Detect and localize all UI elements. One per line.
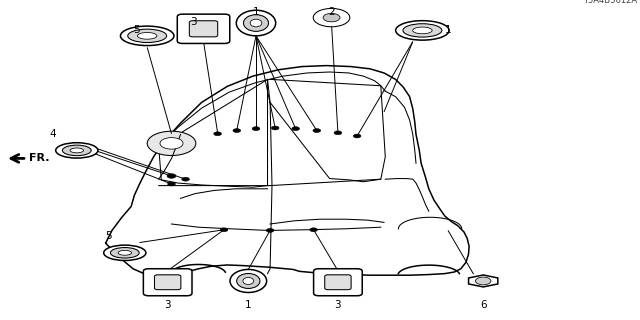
Ellipse shape (63, 145, 91, 156)
Text: T5A4B3612A: T5A4B3612A (582, 0, 637, 5)
Ellipse shape (243, 15, 269, 31)
FancyBboxPatch shape (177, 14, 230, 44)
Circle shape (233, 129, 241, 132)
Text: 2: 2 (328, 7, 335, 17)
Ellipse shape (111, 248, 140, 258)
Ellipse shape (138, 33, 157, 39)
Circle shape (476, 277, 491, 285)
Circle shape (220, 228, 228, 232)
Circle shape (292, 127, 300, 131)
Ellipse shape (396, 21, 449, 40)
Circle shape (353, 134, 361, 138)
Ellipse shape (120, 26, 174, 45)
Ellipse shape (128, 29, 166, 43)
Ellipse shape (70, 148, 83, 153)
Ellipse shape (104, 245, 146, 260)
Circle shape (167, 174, 176, 178)
Text: FR.: FR. (29, 153, 50, 164)
Circle shape (147, 131, 196, 156)
FancyBboxPatch shape (189, 21, 218, 37)
Ellipse shape (413, 27, 432, 34)
Circle shape (182, 177, 189, 181)
Ellipse shape (403, 24, 442, 37)
Text: 3: 3 (164, 300, 171, 310)
Ellipse shape (236, 10, 276, 36)
Circle shape (313, 8, 350, 27)
Text: 5: 5 (133, 25, 140, 36)
Text: 1: 1 (445, 25, 451, 36)
Circle shape (334, 131, 342, 135)
Polygon shape (468, 275, 498, 287)
Circle shape (266, 228, 274, 232)
Circle shape (313, 129, 321, 132)
Circle shape (323, 13, 340, 22)
FancyBboxPatch shape (143, 269, 192, 296)
Text: 3: 3 (335, 300, 341, 310)
Text: 5: 5 (106, 231, 112, 241)
Circle shape (252, 127, 260, 131)
FancyBboxPatch shape (314, 269, 362, 296)
FancyBboxPatch shape (324, 275, 351, 290)
Text: 4: 4 (49, 129, 56, 140)
Text: 3: 3 (191, 17, 197, 27)
FancyBboxPatch shape (154, 275, 181, 290)
Ellipse shape (56, 143, 98, 158)
Ellipse shape (237, 274, 260, 288)
Text: 1: 1 (245, 300, 252, 310)
Ellipse shape (230, 269, 267, 292)
Circle shape (160, 138, 183, 149)
Circle shape (214, 132, 221, 136)
Ellipse shape (250, 19, 262, 27)
Ellipse shape (118, 250, 132, 255)
Circle shape (310, 228, 317, 232)
Ellipse shape (243, 277, 253, 284)
Circle shape (168, 182, 175, 186)
Circle shape (271, 126, 279, 130)
Text: 6: 6 (480, 300, 486, 310)
Text: 1: 1 (253, 7, 259, 17)
